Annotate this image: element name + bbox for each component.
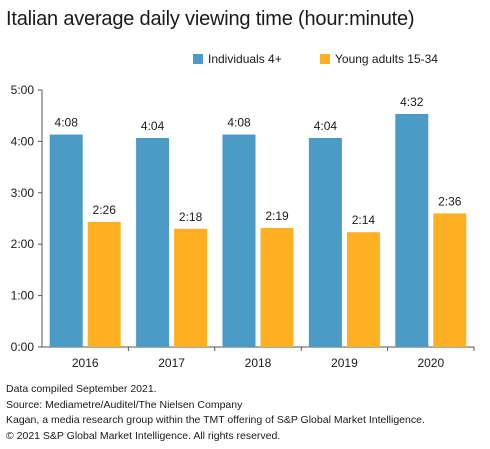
data-label: 2:26 xyxy=(93,203,117,217)
legend-item-series-2: Young adults 15-34 xyxy=(320,52,438,66)
y-tick-label: 4:00 xyxy=(11,134,35,148)
chart-title: Italian average daily viewing time (hour… xyxy=(6,8,415,30)
bar-individuals-2017 xyxy=(136,137,170,347)
y-tick-label: 5:00 xyxy=(11,83,35,97)
data-label: 2:36 xyxy=(438,194,462,208)
data-label: 4:08 xyxy=(55,116,79,130)
bar-young-adults-2017 xyxy=(174,228,208,347)
legend-item-series-1: Individuals 4+ xyxy=(193,52,282,66)
bar-young-adults-2019 xyxy=(346,232,380,347)
data-label: 2:19 xyxy=(265,209,289,223)
data-label: 4:04 xyxy=(314,119,338,133)
bar-chart: 0:00 1:00 2:00 3:00 4:00 5:00 4:08 2:26 2016 4:04… xyxy=(11,83,475,370)
data-label: 2:18 xyxy=(179,210,203,224)
bar-individuals-2016 xyxy=(49,134,83,347)
note-compiled: Data compiled September 2021. xyxy=(6,383,157,395)
x-tick-label: 2016 xyxy=(72,356,99,370)
note-source: Source: Mediametre/Auditel/The Nielsen C… xyxy=(6,398,243,411)
x-tick-label: 2018 xyxy=(245,356,272,370)
y-tick-label: 1:00 xyxy=(11,289,35,303)
data-label: 4:04 xyxy=(141,119,165,133)
legend-swatch-series-1 xyxy=(193,54,203,64)
legend-swatch-series-2 xyxy=(320,54,330,64)
bar-young-adults-2018 xyxy=(260,227,294,347)
note-copyright: © 2021 S&P Global Market Intelligence. A… xyxy=(6,429,281,442)
y-tick-label: 0:00 xyxy=(11,340,35,354)
y-tick-label: 3:00 xyxy=(11,186,35,200)
data-label: 4:08 xyxy=(227,116,251,130)
bar-individuals-2020 xyxy=(395,113,429,347)
legend-label-series-1: Individuals 4+ xyxy=(208,52,282,66)
bar-individuals-2019 xyxy=(308,137,342,347)
data-label: 2:14 xyxy=(352,213,376,227)
chart-legend: Individuals 4+ Young adults 15-34 xyxy=(0,52,490,70)
note-kagan: Kagan, a media research group within the… xyxy=(6,414,425,426)
chart-notes: Data compiled September 2021. Source: Me… xyxy=(6,382,425,444)
y-tick-label: 2:00 xyxy=(11,237,35,251)
bar-individuals-2018 xyxy=(222,134,256,347)
bar-young-adults-2016 xyxy=(87,221,121,347)
bar-young-adults-2020 xyxy=(433,213,467,347)
legend-label-series-2: Young adults 15-34 xyxy=(335,52,438,66)
x-tick-label: 2019 xyxy=(331,356,358,370)
data-label: 4:32 xyxy=(400,95,424,109)
x-tick-label: 2017 xyxy=(158,356,185,370)
x-tick-label: 2020 xyxy=(417,356,444,370)
